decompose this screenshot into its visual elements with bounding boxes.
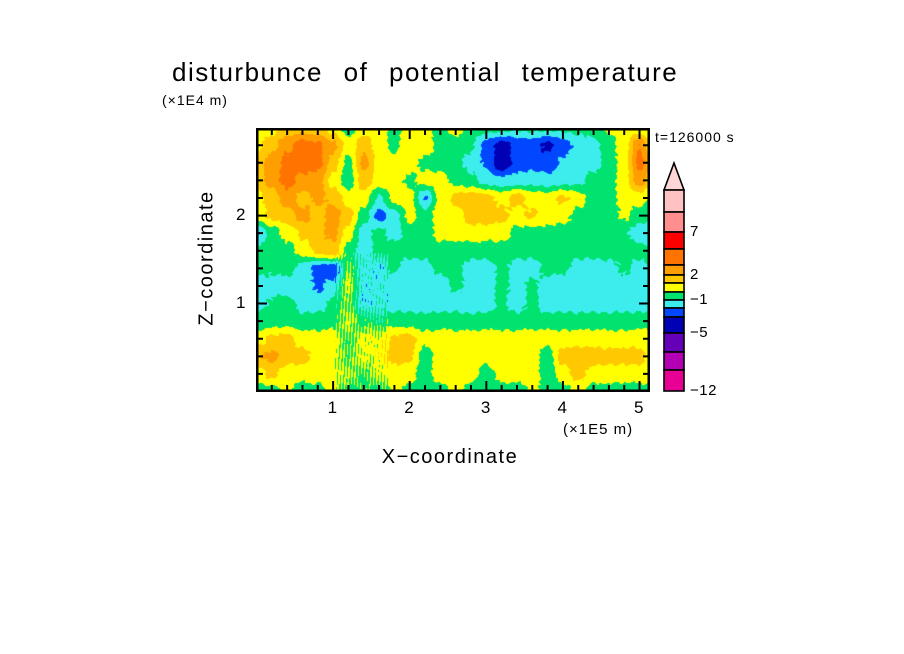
colorbar-tick-label: −5 <box>690 324 709 341</box>
heatmap-canvas <box>256 128 650 392</box>
chart-title: disturbunce of potential temperature <box>172 57 679 87</box>
colorbar-segment-cyan <box>663 299 685 309</box>
z-tick-label: 2 <box>236 205 246 225</box>
colorbar-segment-purple <box>663 351 685 371</box>
colorbar-tick-label: −1 <box>690 291 709 308</box>
colorbar-segment-gold <box>663 274 685 284</box>
x-tick-label: 5 <box>634 398 645 417</box>
colorbar-segment-green <box>663 291 685 301</box>
x-tick-label: 2 <box>404 398 415 417</box>
colorbar-scale <box>662 160 686 392</box>
x-axis-unit-label: (×1E5 m) <box>563 421 634 438</box>
x-tick-label: 1 <box>327 398 338 417</box>
colorbar-tick-label: 2 <box>690 266 699 283</box>
x-tick-label: 3 <box>480 398 491 417</box>
colorbar-segment-amber <box>663 264 685 276</box>
colorbar-tick-label: −12 <box>690 382 717 399</box>
colorbar-segment-blue <box>663 307 685 318</box>
heatmap-plot <box>256 128 650 392</box>
z-axis-title: Z−coordinate <box>195 190 218 326</box>
colorbar-tick-label: 7 <box>690 223 699 240</box>
colorbar-segment-magenta <box>663 369 685 392</box>
colorbar-segment-navy <box>663 316 685 334</box>
colorbar-segment-red <box>663 231 685 250</box>
z-axis-unit-label: (×1E4 m) <box>162 92 228 108</box>
colorbar-segment-yellow <box>663 282 685 293</box>
x-tick-label: 4 <box>557 398 568 417</box>
colorbar-tip <box>662 160 686 191</box>
x-axis-title: X−coordinate <box>381 446 519 468</box>
colorbar-segment-violet <box>663 332 685 353</box>
colorbar-segment-salmon <box>663 211 685 233</box>
time-annotation: t=126000 s <box>655 129 735 145</box>
colorbar-segment-orange <box>663 248 685 266</box>
z-tick-label: 1 <box>236 293 246 313</box>
colorbar-segment-light-pink <box>663 189 685 213</box>
